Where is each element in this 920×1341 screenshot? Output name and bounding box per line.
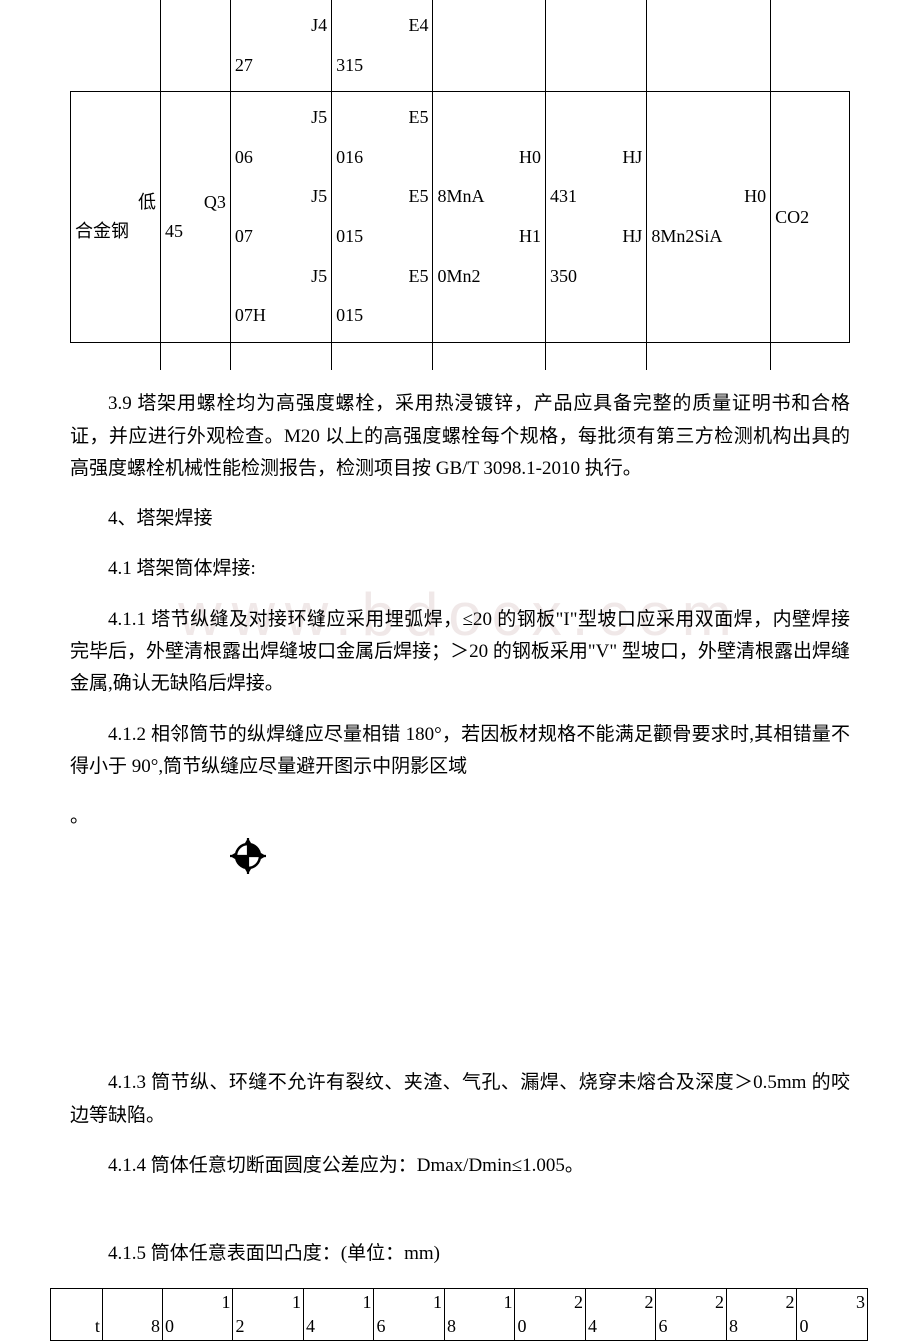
table-row — [71, 342, 850, 370]
heading-4: 4、塔架焊接 — [70, 503, 850, 535]
cell-text: H0 — [651, 177, 766, 217]
cell-text: 8 — [447, 1315, 513, 1338]
cell-text: Q3 — [165, 188, 226, 217]
cell-text: 2 — [517, 1291, 583, 1314]
cell-text: E5 — [336, 98, 428, 138]
cell-text: 4 — [588, 1315, 654, 1338]
cell-text: 2 — [235, 1315, 301, 1338]
cell-text: 015 — [336, 296, 428, 336]
cell-text: CO2 — [771, 92, 850, 343]
cell-text: H0 — [437, 138, 541, 178]
cell-text: HJ — [550, 217, 642, 257]
cell-text: J4 — [235, 6, 327, 46]
paragraph-4-1-1: 4.1.1 塔节纵缝及对接环缝应采用埋弧焊，≤20 的钢板"I"型坡口应采用双面… — [70, 604, 850, 701]
cell-text: 431 — [550, 177, 642, 217]
cell-text: 6 — [658, 1315, 724, 1338]
circle-diagram — [230, 838, 920, 879]
cell-text: 2 — [729, 1291, 795, 1314]
cell-text: 1 — [165, 1291, 231, 1314]
cell-text: 3 — [799, 1291, 865, 1314]
table-row: t 8 1 0 1 2 1 4 1 6 1 8 2 — [51, 1289, 868, 1341]
heading-4-1: 4.1 塔架筒体焊接: — [70, 553, 850, 585]
cell-text: 0 — [165, 1315, 231, 1338]
paragraph-3-9: 3.9 塔架用螺栓均为高强度螺栓，采用热浸镀锌，产品应具备完整的质量证明书和合格… — [70, 388, 850, 485]
cell-text: 2 — [588, 1291, 654, 1314]
cell-text: E4 — [336, 6, 428, 46]
cell-text: 4 — [306, 1315, 372, 1338]
cell-text: 06 — [235, 138, 327, 178]
cell-text: J5 — [235, 177, 327, 217]
cell-text: H1 — [437, 217, 541, 257]
cell-text: 350 — [550, 257, 642, 297]
cell-text: 6 — [376, 1315, 442, 1338]
cell-text: 1 — [235, 1291, 301, 1314]
cell-text: E5 — [336, 257, 428, 297]
cell-text: 07 — [235, 217, 327, 257]
table-row: 低 合金钢 Q3 45 J5 06 J5 07 J5 07H E5 016 E5… — [71, 92, 850, 343]
cell-text: J5 — [235, 98, 327, 138]
cell-text: 07H — [235, 296, 327, 336]
material-table: J4 27 E4 315 低 合金钢 Q3 45 J5 06 — [70, 0, 850, 370]
table-row: J4 27 E4 315 — [71, 0, 850, 92]
cell-text: 1 — [306, 1291, 372, 1314]
cell-text: 低 — [75, 188, 156, 217]
paragraph-4-1-4: 4.1.4 筒体任意切断面圆度公差应为：Dmax/Dmin≤1.005。 — [70, 1150, 850, 1182]
cell-text: HJ — [550, 138, 642, 178]
stray-period: 。 — [70, 801, 850, 828]
thickness-table: t 8 1 0 1 2 1 4 1 6 1 8 2 — [50, 1288, 868, 1341]
paragraph-4-1-2: 4.1.2 相邻筒节的纵焊缝应尽量相错 180°，若因板材规格不能满足颧骨要求时… — [70, 719, 850, 784]
cell-text: 1 — [447, 1291, 513, 1314]
cell-text: 27 — [235, 46, 327, 86]
cell-text: 8 — [729, 1315, 795, 1338]
cell-text: E5 — [336, 177, 428, 217]
cell-text: 8MnA — [437, 177, 541, 217]
cell-text: 0 — [799, 1315, 865, 1338]
cell-text: J5 — [235, 257, 327, 297]
cell-text: 1 — [376, 1291, 442, 1314]
cell-text: 2 — [658, 1291, 724, 1314]
cell-text: 8 — [102, 1289, 162, 1341]
cell-text: 0Mn2 — [437, 257, 541, 297]
cell-text: 315 — [336, 46, 428, 86]
cell-text: 015 — [336, 217, 428, 257]
paragraph-4-1-3: 4.1.3 筒节纵、环缝不允许有裂纹、夹渣、气孔、漏焊、烧穿未熔合及深度＞0.5… — [70, 1067, 850, 1132]
paragraph-4-1-5: 4.1.5 筒体任意表面凹凸度：(单位：mm) — [70, 1238, 850, 1270]
cell-text: t — [51, 1289, 103, 1341]
cell-text: 8Mn2SiA — [651, 217, 766, 257]
cell-text: 合金钢 — [75, 217, 156, 246]
cell-text: 45 — [165, 217, 226, 246]
cell-text: 0 — [517, 1315, 583, 1338]
cell-text: 016 — [336, 138, 428, 178]
